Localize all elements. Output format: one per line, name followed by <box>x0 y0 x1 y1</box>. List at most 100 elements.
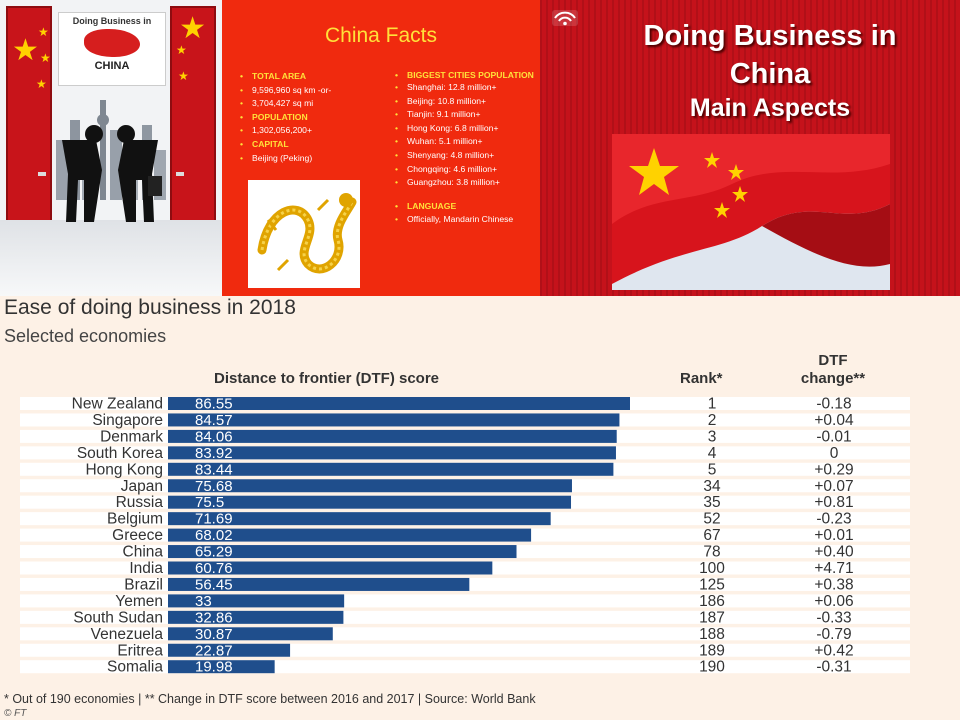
slide-title-line3: Main Aspects <box>689 94 851 122</box>
slide-title-line2: China <box>729 58 811 90</box>
value-label: 86.55 <box>195 396 233 413</box>
value-label: 65.29 <box>195 544 233 561</box>
rank-value: 4 <box>708 445 717 462</box>
value-label: 84.57 <box>195 412 233 429</box>
facts-item: Shanghai: 12.8 million+ <box>395 81 535 95</box>
wireless-icon <box>552 10 578 26</box>
value-label: 68.02 <box>195 527 233 544</box>
small-star-icon: ★ <box>36 77 47 91</box>
change-header-line2: change** <box>800 370 866 387</box>
doors-image: ★ ★ ★ ★ ★ ★ ★ Doing Business in CHINA <box>0 0 222 296</box>
bar <box>168 610 344 624</box>
bar <box>168 660 275 674</box>
facts-title: China Facts <box>324 24 438 47</box>
change-value: +0.81 <box>814 494 853 511</box>
facts-heading: CAPITAL <box>240 138 380 152</box>
category-label: Japan <box>121 478 163 495</box>
facts-list-right: BIGGEST CITIES POPULATIONShanghai: 12.8 … <box>395 70 535 227</box>
rank-value: 1 <box>708 396 717 413</box>
rank-value: 100 <box>699 560 725 577</box>
category-label: New Zealand <box>72 396 163 413</box>
rank-value: 189 <box>699 642 725 659</box>
facts-heading: BIGGEST CITIES POPULATION <box>395 70 535 81</box>
category-label: Somalia <box>107 659 163 676</box>
change-value: -0.23 <box>816 511 851 528</box>
china-flag-image <box>612 134 890 290</box>
bar <box>168 561 493 575</box>
ease-of-business-chart: Ease of doing business in 2018 Selected … <box>0 296 960 720</box>
facts-item: 1,302,056,200+ <box>240 124 380 138</box>
facts-item: Shenyang: 4.8 million+ <box>395 149 535 163</box>
change-value: -0.33 <box>816 609 851 626</box>
change-value: -0.79 <box>816 626 851 643</box>
facts-list-left: TOTAL AREA9,596,960 sq km -or-3,704,427 … <box>240 70 380 165</box>
rank-value: 187 <box>699 609 725 626</box>
facts-item: 3,704,427 sq mi <box>240 97 380 111</box>
title-slide: Doing Business in China Main Aspects <box>540 0 960 296</box>
facts-item: Guangzhou: 3.8 million+ <box>395 176 535 190</box>
change-value: +0.07 <box>814 478 853 495</box>
category-label: Denmark <box>100 428 163 445</box>
rank-value: 186 <box>699 593 725 610</box>
value-label: 60.76 <box>195 560 233 577</box>
facts-item: Chongqing: 4.6 million+ <box>395 163 535 177</box>
small-star-icon: ★ <box>40 51 51 65</box>
facts-item: Hong Kong: 6.8 million+ <box>395 122 535 136</box>
bar <box>168 479 572 493</box>
rank-value: 3 <box>708 428 717 445</box>
change-value: -0.31 <box>816 659 851 676</box>
change-value: +0.40 <box>814 544 854 561</box>
rank-column-header: Rank* <box>680 370 723 387</box>
china-facts-slide: China Facts TOTAL AREA9,596,960 sq km -o… <box>222 0 540 296</box>
logo-text: Doing Business in <box>72 16 152 26</box>
door-handle <box>176 172 184 176</box>
category-label: Eritrea <box>117 642 163 659</box>
change-value: -0.18 <box>816 396 851 413</box>
rank-value: 78 <box>703 544 720 561</box>
value-label: 83.44 <box>195 461 233 478</box>
facts-item: Officially, Mandarin Chinese <box>395 213 535 227</box>
reflective-floor <box>0 220 222 296</box>
logo-country: CHINA <box>94 60 130 72</box>
bar <box>168 627 333 641</box>
category-label: Belgium <box>107 511 163 528</box>
rank-value: 125 <box>699 576 725 593</box>
facts-heading: LANGUAGE <box>395 200 535 214</box>
change-column-header: DTF change** <box>783 352 883 388</box>
large-star-icon: ★ <box>12 34 39 67</box>
value-label: 71.69 <box>195 511 233 528</box>
bar <box>168 446 616 460</box>
change-value: +0.42 <box>814 642 853 659</box>
rank-value: 52 <box>703 511 720 528</box>
facts-spacer <box>395 190 535 200</box>
bar <box>168 512 551 526</box>
rank-value: 67 <box>703 527 720 544</box>
bar <box>168 545 517 559</box>
facts-item: Tianjin: 9.1 million+ <box>395 108 535 122</box>
rank-value: 188 <box>699 626 725 643</box>
value-label: 83.92 <box>195 445 233 462</box>
bar <box>168 413 620 427</box>
facts-heading: POPULATION <box>240 111 380 125</box>
change-value: +0.38 <box>814 576 853 593</box>
chart-credit: © FT <box>4 708 27 719</box>
door-handle <box>38 172 46 176</box>
rank-value: 35 <box>703 494 720 511</box>
value-label: 75.68 <box>195 478 233 495</box>
china-map-icon <box>84 29 140 57</box>
change-value: +0.29 <box>814 461 853 478</box>
category-label: Venezuela <box>91 626 164 643</box>
small-star-icon: ★ <box>178 69 189 83</box>
change-value: 0 <box>830 445 839 462</box>
bar <box>168 577 470 591</box>
category-label: Hong Kong <box>85 461 163 478</box>
rank-value: 190 <box>699 659 725 676</box>
bar-chart: New Zealand 86.55 1 -0.18 Singapore 84.57 2 +0.… <box>20 396 910 676</box>
chart-footnote: * Out of 190 economies | ** Change in DT… <box>4 692 536 706</box>
slide-title-line1: Doing Business in <box>643 20 897 52</box>
category-label: Brazil <box>124 576 163 593</box>
value-label: 19.98 <box>195 659 233 676</box>
change-value: +4.71 <box>814 560 853 577</box>
dtf-column-header: Distance to frontier (DTF) score <box>214 370 440 387</box>
rank-value: 34 <box>703 478 721 495</box>
